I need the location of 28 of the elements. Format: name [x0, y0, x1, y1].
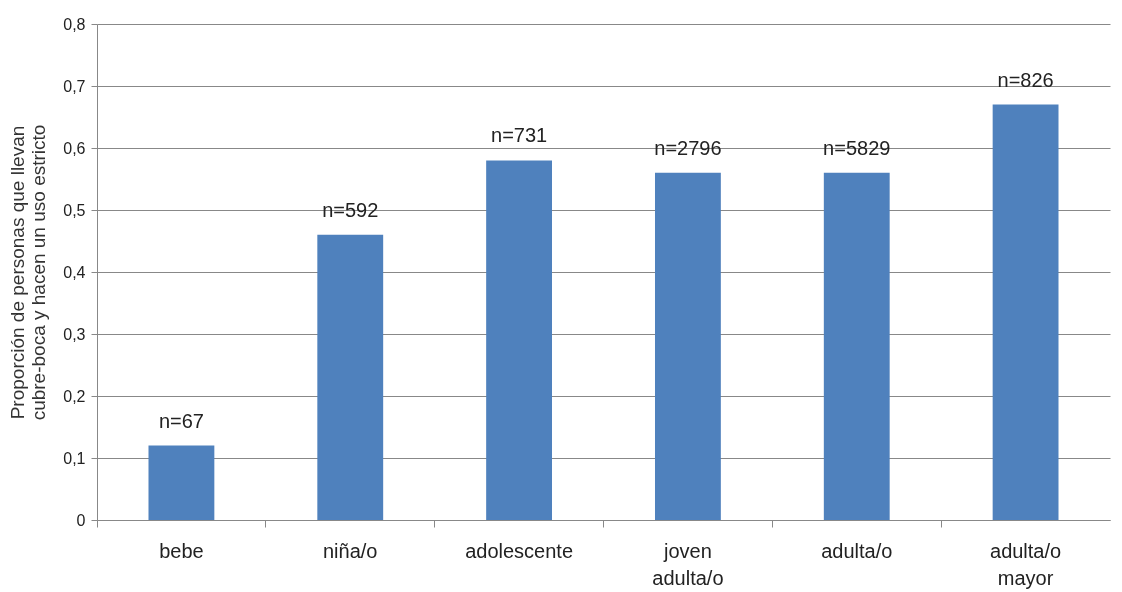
- y-tick-label: 0,2: [63, 387, 86, 405]
- x-tick-label: adolescente: [465, 539, 574, 562]
- bar: [992, 104, 1059, 520]
- annotation: n=2796: [654, 136, 722, 159]
- x-tick-label: adulta/o: [821, 539, 893, 562]
- annotation: n=731: [491, 124, 548, 147]
- y-tick-label: 0,1: [63, 449, 86, 467]
- bar: [486, 160, 553, 520]
- x-tick-label: bebe: [159, 539, 204, 562]
- bar: [317, 234, 384, 520]
- annotation: n=592: [322, 198, 379, 221]
- bar: [823, 172, 890, 520]
- annotation: n=826: [997, 68, 1054, 91]
- y-axis-title: Proporción de personas que llevan cubre-boca y hacen un uso estricto: [7, 124, 50, 421]
- bar: [654, 172, 721, 520]
- y-tick-label: 0,8: [63, 15, 86, 33]
- annotation: n=67: [158, 409, 204, 432]
- x-tick-label: niña/o: [323, 539, 378, 562]
- y-tick-label: 0,4: [63, 263, 86, 281]
- annotation: n=5829: [823, 136, 891, 159]
- bar: [148, 445, 215, 520]
- y-tick-label: 0: [76, 511, 86, 529]
- x-tick-label: joven adulta/o: [652, 539, 724, 589]
- y-tick-label: 0,6: [63, 139, 86, 157]
- x-tick-label: adulta/o mayor: [990, 539, 1062, 589]
- y-tick-label: 0,7: [63, 77, 86, 95]
- y-tick-label: 0,5: [63, 201, 86, 219]
- y-tick-label: 0,3: [63, 325, 86, 343]
